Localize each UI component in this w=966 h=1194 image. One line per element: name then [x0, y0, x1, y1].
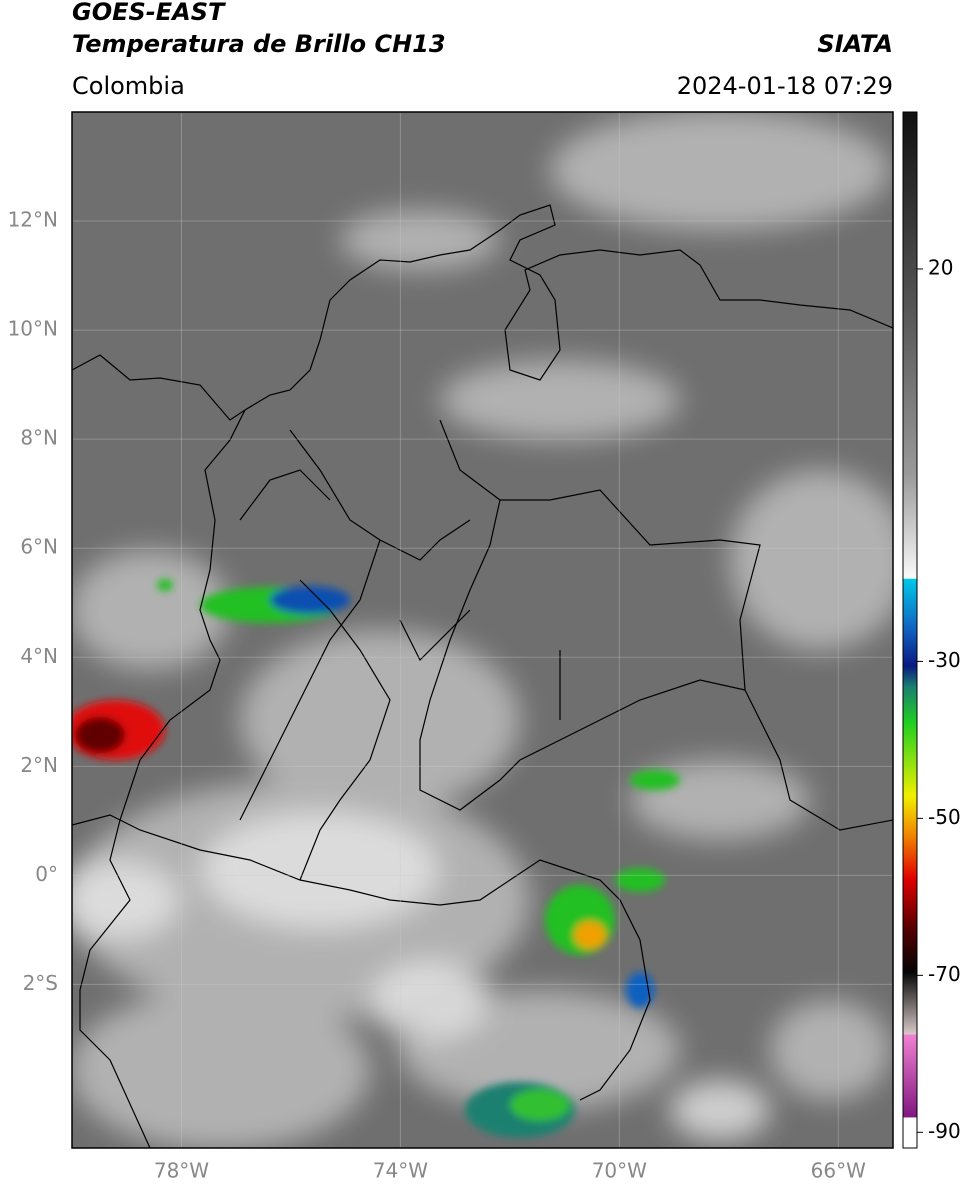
- lat-tick-label: 0°: [35, 862, 58, 886]
- lat-tick-label: 10°N: [8, 317, 58, 341]
- lat-tick-label: 6°N: [20, 535, 58, 559]
- colorbar-tick-label: -30: [928, 648, 961, 672]
- lat-tick-label: 4°N: [20, 644, 58, 668]
- lat-tick-label: 2°S: [23, 971, 58, 995]
- map-frame: [71, 111, 894, 1149]
- lon-tick-label: 78°W: [154, 1159, 209, 1183]
- colorbar-tick-label: -70: [928, 962, 961, 986]
- lon-tick-label: 66°W: [811, 1159, 866, 1183]
- colorbar: [902, 111, 918, 1149]
- lat-tick-label: 12°N: [8, 208, 58, 232]
- region-label: Colombia: [72, 72, 185, 100]
- source-label: SIATA: [817, 30, 893, 58]
- lat-tick-label: 2°N: [20, 753, 58, 777]
- satellite-image: [72, 112, 893, 1148]
- colorbar-tick-label: -90: [928, 1119, 961, 1143]
- lat-tick-label: 8°N: [20, 426, 58, 450]
- product-title: Temperatura de Brillo CH13: [72, 30, 446, 58]
- colorbar-tick-label: 20: [928, 255, 953, 279]
- datetime-label: 2024-01-18 07:29: [677, 72, 893, 100]
- lon-tick-label: 74°W: [373, 1159, 428, 1183]
- satellite-title: GOES-EAST: [72, 0, 226, 26]
- colorbar-tick-label: -50: [928, 805, 961, 829]
- lon-tick-label: 70°W: [592, 1159, 647, 1183]
